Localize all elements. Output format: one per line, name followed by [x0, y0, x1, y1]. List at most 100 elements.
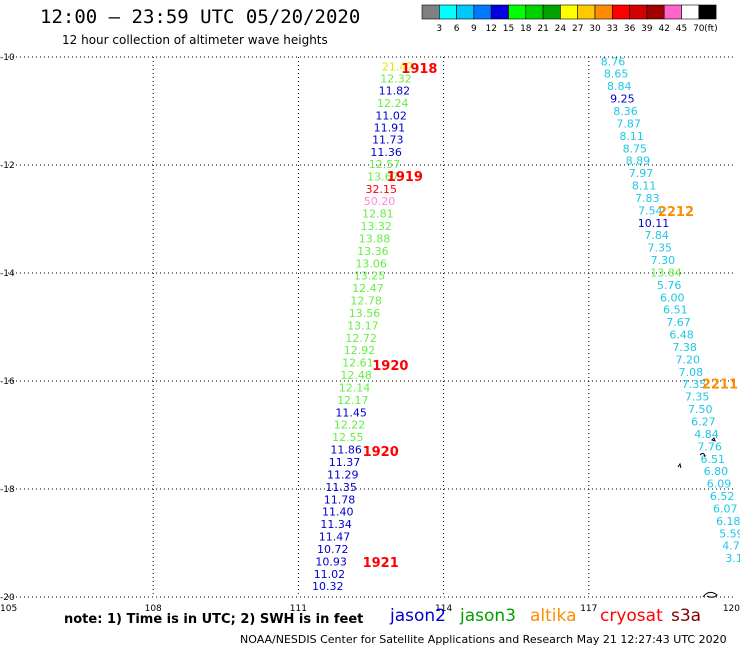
credit-line: NOAA/NESDIS Center for Satellite Applica… [240, 633, 727, 646]
wave-height-value: 7.35 [685, 391, 710, 404]
legend-label: 39 [641, 24, 653, 34]
lon-tick-label: 105 [0, 604, 17, 614]
wave-height-value: 7.20 [676, 353, 701, 366]
wave-height-value: 6.51 [700, 453, 725, 466]
lon-tick-label: 111 [290, 604, 307, 614]
wave-height-value: 7.87 [616, 117, 641, 130]
wave-height-value: 11.86 [330, 444, 362, 457]
wave-height-value: 5.76 [657, 279, 682, 292]
wave-height-value: 8.65 [604, 68, 629, 81]
map-subtitle: 12 hour collection of altimeter wave hei… [62, 33, 328, 47]
satellite-legend-jason3: jason3 [460, 606, 516, 626]
satellite-legend-jason2: jason2 [390, 606, 446, 626]
lon-tick-label: 114 [435, 604, 452, 614]
wave-height-value: 12.61 [342, 357, 374, 370]
wave-height-value: 7.30 [651, 254, 676, 267]
legend-unit: (ft) [704, 24, 718, 34]
wave-height-value: 12.32 [380, 73, 412, 86]
time-label: 1921 [363, 556, 399, 571]
legend-label: 24 [555, 24, 567, 34]
legend-label: 15 [503, 24, 514, 34]
wave-height-value: 12.78 [350, 295, 382, 308]
wave-height-value: 6.52 [710, 490, 735, 503]
wave-height-value: 12.24 [377, 97, 409, 110]
wave-height-value: 13.88 [359, 232, 391, 245]
wave-height-value: 12.72 [345, 332, 377, 345]
wave-height-value: 6.00 [660, 291, 685, 304]
wave-height-value: 7.50 [688, 403, 713, 416]
wave-height-value: 13.32 [360, 220, 392, 233]
wave-height-value: 8.36 [613, 105, 638, 118]
wave-height-value: 7.83 [635, 192, 660, 205]
legend-label: 3 [436, 24, 442, 34]
legend-label: 27 [572, 24, 583, 34]
footnote: note: 1) Time is in UTC; 2) SWH is in fe… [64, 612, 364, 627]
satellite-legend-cryosat: cryosat [600, 606, 663, 626]
wave-height-value: 12.57 [369, 158, 401, 171]
legend-label: 21 [537, 24, 548, 34]
time-label: 1918 [401, 62, 437, 77]
wave-height-value: 6.48 [669, 329, 694, 342]
wave-height-value: 7.38 [672, 341, 697, 354]
legend-swatch [698, 4, 717, 20]
wave-height-value: 6.27 [691, 416, 716, 429]
wave-height-value: 6.18 [716, 515, 740, 528]
wave-height-value: 13.36 [357, 245, 389, 258]
legend-label: 36 [624, 24, 636, 34]
wave-height-value: 10.72 [317, 543, 349, 556]
time-label: 1920 [363, 445, 399, 460]
lat-tick-label: -18 [0, 485, 15, 495]
wave-height-value: 8.11 [632, 180, 657, 193]
wave-height-value: 6.80 [704, 465, 729, 478]
wave-height-value: 11.78 [324, 493, 356, 506]
wave-height-value: 12.55 [332, 431, 364, 444]
wave-height-value: 11.91 [374, 122, 406, 135]
map-title: 12:00 – 23:59 UTC 05/20/2020 [40, 6, 361, 28]
time-label: 1920 [372, 359, 408, 374]
wave-height-value: 13.17 [347, 319, 379, 332]
wave-height-value: 10.11 [638, 217, 670, 230]
lon-tick-label: 120 [723, 604, 740, 614]
wave-height-value: 11.73 [372, 134, 404, 147]
wave-height-value: 4.84 [694, 428, 719, 441]
coastline [677, 437, 718, 598]
legend-label: 33 [607, 24, 618, 34]
wave-height-value: 8.89 [626, 155, 651, 168]
legend-label: 9 [471, 24, 477, 34]
legend-label: 42 [658, 24, 669, 34]
wave-height-value: 11.40 [322, 506, 354, 519]
wave-height-value: 13.56 [349, 307, 381, 320]
wave-height-value: 4.78 [722, 540, 740, 553]
satellite-legend-s3a: s3a [671, 606, 702, 626]
wave-height-value: 11.36 [370, 146, 402, 159]
wave-height-value: 13.84 [650, 266, 682, 279]
wave-height-value: 12.81 [362, 208, 394, 221]
legend-label: 70 [693, 24, 705, 34]
legend-label: 30 [589, 24, 601, 34]
time-label: 1919 [387, 170, 423, 185]
lat-tick-label: -10 [0, 53, 15, 63]
wave-height-value: 11.35 [325, 481, 357, 494]
wave-height-value: 7.54 [638, 204, 663, 217]
wave-height-value: 10.93 [315, 555, 347, 568]
wave-height-value: 8.76 [601, 55, 626, 68]
wave-height-value: 11.45 [335, 406, 367, 419]
legend-label: 6 [454, 24, 460, 34]
wave-height-value: 11.37 [329, 456, 361, 469]
wave-height-value: 12.22 [334, 419, 366, 432]
wave-height-value: 12.92 [344, 344, 376, 357]
wave-height-value: 7.08 [679, 366, 704, 379]
wave-height-value: 8.11 [619, 130, 644, 143]
legend-label: 12 [485, 24, 496, 34]
wave-height-value: 5.59 [719, 527, 740, 540]
legend-label: 45 [676, 24, 687, 34]
wave-height-value: 7.35 [648, 242, 673, 255]
lon-tick-label: 117 [580, 604, 597, 614]
wave-height-value: 6.09 [707, 478, 732, 491]
lat-tick-label: -16 [0, 377, 15, 387]
wave-height-value: 21.47 [382, 61, 414, 74]
wave-height-value: 12.48 [340, 369, 372, 382]
time-label: 2212 [658, 205, 694, 220]
wave-height-value: 7.35 [682, 378, 707, 391]
wave-height-value: 11.47 [319, 531, 351, 544]
